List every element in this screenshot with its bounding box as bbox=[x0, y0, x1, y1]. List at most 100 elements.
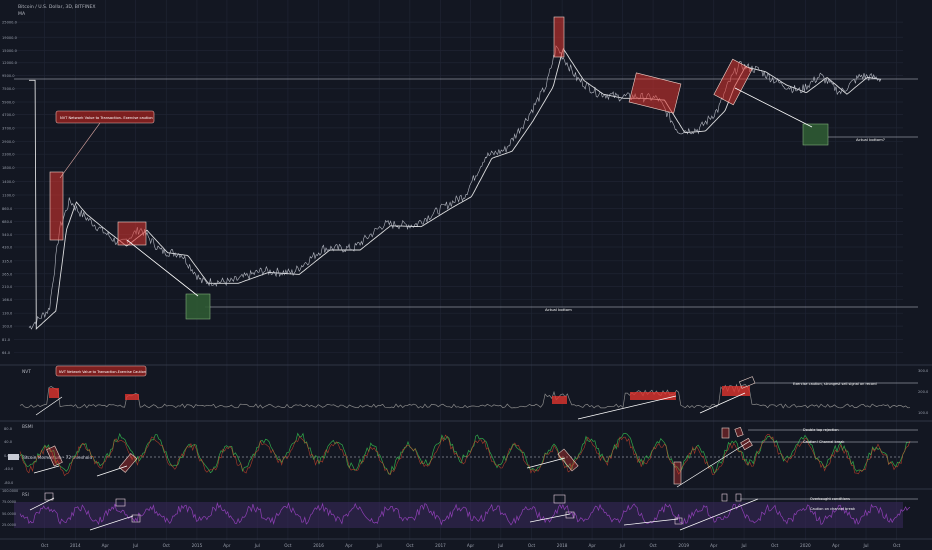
x-tick-label: 2019 bbox=[678, 543, 689, 548]
nvt-annotation: Exercise caution, strongest sell signal … bbox=[793, 382, 877, 386]
x-tick-label: Jul bbox=[497, 543, 503, 548]
osc-panel-title: BSMI bbox=[22, 424, 33, 430]
nvt-tick-label: 100.0 bbox=[918, 411, 929, 415]
rsi-trend-line bbox=[529, 513, 571, 523]
x-tick-label: Apr bbox=[832, 543, 840, 548]
osc-tick-label: 40.0 bbox=[4, 440, 13, 444]
rsi-box bbox=[44, 492, 54, 501]
rsi-trend-line bbox=[29, 497, 55, 511]
bottom-box bbox=[185, 293, 211, 320]
price-tick-label: 1400.0 bbox=[2, 180, 15, 184]
annotation-actual-bottom: Actual bottom bbox=[545, 307, 572, 312]
osc-box bbox=[557, 448, 579, 472]
osc-box bbox=[721, 427, 730, 439]
axes: 25000.0 19000.0 15000.0 12000.0 9500.0 7500.0… bbox=[2, 21, 901, 548]
osc-red-line bbox=[19, 434, 911, 477]
rsi-box bbox=[721, 493, 728, 502]
price-tick-label: 1100.0 bbox=[2, 193, 15, 197]
price-tick-label: 680.0 bbox=[2, 220, 13, 224]
x-tick-label: 2018 bbox=[557, 543, 568, 548]
price-tick-label: 19000.0 bbox=[2, 36, 18, 40]
annotation-actual-bottom-2: Actual bottom? bbox=[856, 137, 885, 142]
rsi-tick-label: 25.0000 bbox=[2, 523, 16, 527]
x-tick-label: Apr bbox=[588, 543, 596, 548]
price-tick-label: 2300.0 bbox=[2, 153, 15, 157]
x-tick-label: 2015 bbox=[192, 543, 203, 548]
price-tick-label: 210.0 bbox=[2, 285, 13, 289]
price-tick-label: 7500.0 bbox=[2, 87, 15, 91]
rsi-panel-title: RSI bbox=[22, 492, 29, 497]
price-tick-label: 860.0 bbox=[2, 207, 13, 211]
x-tick-label: Apr bbox=[102, 543, 110, 548]
rsi-panel: RSI 100.0000 75.0000 50.0000 25.0000 Overboug… bbox=[2, 489, 918, 531]
osc-trend-line bbox=[96, 465, 128, 477]
callout-pointer bbox=[59, 122, 101, 179]
nvt-spike bbox=[125, 394, 139, 400]
chart-subtitle: MA bbox=[18, 11, 26, 17]
x-tick-label: 2020 bbox=[800, 543, 811, 548]
x-tick-label: Oct bbox=[893, 543, 901, 548]
nvt-callout-text: NVT Network Value to Transaction-Exercis… bbox=[59, 370, 146, 374]
price-tick-label: 335.0 bbox=[2, 259, 13, 263]
osc-tick-label: -80.0 bbox=[4, 481, 14, 485]
price-tick-label: 430.0 bbox=[2, 245, 13, 249]
x-tick-label: Apr bbox=[223, 543, 231, 548]
x-tick-label: Jul bbox=[862, 543, 868, 548]
price-tick-label: 15000.0 bbox=[2, 49, 18, 53]
caution-box bbox=[628, 72, 682, 114]
price-tick-label: 12000.0 bbox=[2, 61, 18, 65]
osc-series-label: Bitcoin Momentum - 72 threshold bbox=[22, 455, 92, 460]
caution-box bbox=[713, 58, 753, 106]
osc-tick-label: -40.0 bbox=[4, 467, 14, 471]
x-tick-label: Oct bbox=[528, 543, 536, 548]
x-tick-label: Apr bbox=[710, 543, 718, 548]
nvt-trend-line bbox=[577, 395, 677, 420]
rsi-tick-label: 100.0000 bbox=[2, 489, 18, 493]
price-tick-label: 130.0 bbox=[2, 312, 13, 316]
price-tick-label: 4700.0 bbox=[2, 113, 15, 117]
x-tick-label: Oct bbox=[163, 543, 171, 548]
x-tick-label: Oct bbox=[406, 543, 414, 548]
x-tick-label: Jul bbox=[132, 543, 138, 548]
osc-trend-line bbox=[526, 457, 566, 469]
osc-box bbox=[46, 445, 63, 467]
price-tick-label: 64.0 bbox=[2, 351, 11, 355]
rsi-trend-line bbox=[623, 518, 679, 526]
nvt-spike bbox=[552, 396, 567, 404]
rsi-annotation: Caution on channel break bbox=[810, 507, 856, 511]
rsi-box bbox=[735, 493, 742, 502]
nvt-trend-line bbox=[699, 392, 746, 414]
price-tick-label: 5900.0 bbox=[2, 101, 15, 105]
nvt-tick-label: 200.0 bbox=[918, 390, 929, 394]
connector-line bbox=[734, 87, 813, 128]
bottom-box bbox=[802, 123, 829, 146]
rsi-trend-line bbox=[679, 498, 759, 531]
rsi-band bbox=[14, 502, 903, 528]
osc-trend-line bbox=[33, 465, 60, 474]
rsi-tick-label: 50.0000 bbox=[2, 512, 16, 516]
osc-box bbox=[734, 426, 744, 438]
nvt-box bbox=[738, 376, 756, 389]
nvt-panel: NVT 300.0 200.0 100.0 NVT Network Value to T… bbox=[19, 365, 929, 420]
x-tick-label: Jul bbox=[254, 543, 260, 548]
osc-box bbox=[673, 461, 682, 485]
caution-box bbox=[49, 171, 64, 241]
rsi-tick-label: 75.0000 bbox=[2, 500, 16, 504]
x-tick-label: 2014 bbox=[70, 543, 81, 548]
price-panel: NVT Network Value to Transaction- Exerci… bbox=[14, 16, 918, 330]
x-tick-label: Apr bbox=[467, 543, 475, 548]
osc-tick-label: 80.0 bbox=[4, 427, 13, 431]
osc-label-tag bbox=[8, 454, 19, 460]
osc-annotation: Double top rejection bbox=[803, 428, 839, 432]
x-tick-label: Oct bbox=[41, 543, 49, 548]
nvt-panel-title: NVT bbox=[22, 369, 31, 375]
connector-line bbox=[126, 239, 199, 297]
price-tick-label: 103.0 bbox=[2, 325, 13, 329]
nvt-tick-label: 300.0 bbox=[918, 369, 929, 373]
nvt-spike bbox=[49, 388, 59, 398]
nvt-line bbox=[19, 383, 911, 409]
x-tick-label: Apr bbox=[345, 543, 353, 548]
price-tick-label: 166.0 bbox=[2, 298, 13, 302]
